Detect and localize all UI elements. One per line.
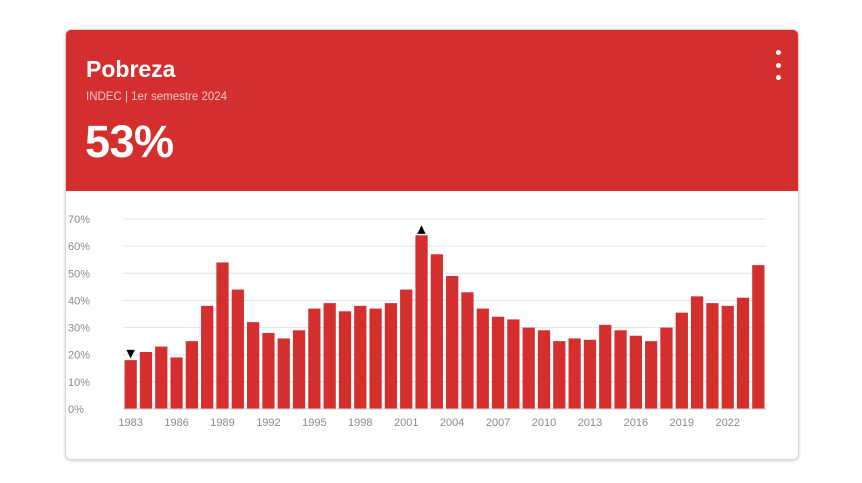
y-tick-label: 50% [68,268,90,280]
bar [752,265,765,409]
bar [446,276,459,409]
x-tick-label: 1995 [302,417,326,429]
x-tick-label: 2022 [715,417,739,429]
y-tick-label: 30% [68,323,90,335]
bar [706,303,719,409]
y-tick-label: 70% [68,214,90,226]
y-tick-label: 20% [68,350,90,362]
bar [461,292,474,409]
bar [323,303,336,409]
bar [369,308,382,409]
x-tick-label: 2007 [486,417,510,429]
bar [415,235,428,409]
bar [645,341,658,409]
min-marker-icon: ▼ [126,347,135,360]
bar [139,352,153,409]
bar [736,297,750,409]
poverty-card: Pobreza INDEC | 1er semestre 2024 53% 0%… [65,29,799,460]
bar [507,319,520,409]
menu-dot [775,50,781,55]
bar [476,308,489,409]
x-tick-label: 2019 [670,417,694,429]
bar [185,341,199,409]
y-tick-label: 60% [68,241,90,253]
bar [247,322,260,409]
bar [553,341,566,409]
x-tick-label: 1998 [348,417,372,429]
menu-dot [775,62,781,68]
bar [308,308,321,409]
card-header: Pobreza INDEC | 1er semestre 2024 53% [66,30,798,191]
x-tick-label: 1992 [256,417,280,429]
bar [430,254,443,409]
poverty-bar-chart: 0% 10% 20% 30% 40% 50% 60% 70% 1983 1986 1989 1992 1… [68,214,766,429]
bar [537,330,551,409]
bar [675,312,688,409]
bar [231,289,244,409]
bar [599,324,612,409]
more-options-icon[interactable] [770,50,786,80]
bar [338,311,352,409]
x-tick-label: 2010 [532,417,556,429]
headline-value: 53% [85,116,174,167]
y-tick-label: 0% [68,404,84,416]
bar [614,330,627,409]
bar [660,327,673,409]
bar [384,303,398,409]
bar [201,305,214,409]
x-tick-label: 2001 [394,417,418,429]
bar [155,346,168,409]
max-marker-icon: ▲ [417,222,426,235]
bar [170,357,183,409]
bar [690,296,704,409]
menu-dot [775,75,781,80]
x-tick-label: 1986 [164,417,188,429]
x-tick-label: 2004 [440,417,464,429]
bar [583,339,597,409]
bar [522,327,535,409]
bar [354,305,367,409]
bar [262,333,275,409]
bar [277,338,290,409]
y-tick-label: 40% [68,295,90,307]
card-subtitle: INDEC | 1er semestre 2024 [86,91,228,103]
bar [216,262,229,409]
x-tick-label: 2016 [624,417,648,429]
y-tick-label: 10% [68,377,90,389]
x-tick-label: 2013 [578,417,602,429]
x-tick-label: 1989 [210,417,234,429]
x-tick-label: 1983 [118,417,142,429]
bar [400,289,413,409]
card-title: Pobreza [86,56,176,82]
bar [721,305,734,409]
bar [292,330,306,409]
bar [568,338,581,409]
bar [491,316,505,409]
bar [629,335,642,409]
bar [124,360,137,409]
